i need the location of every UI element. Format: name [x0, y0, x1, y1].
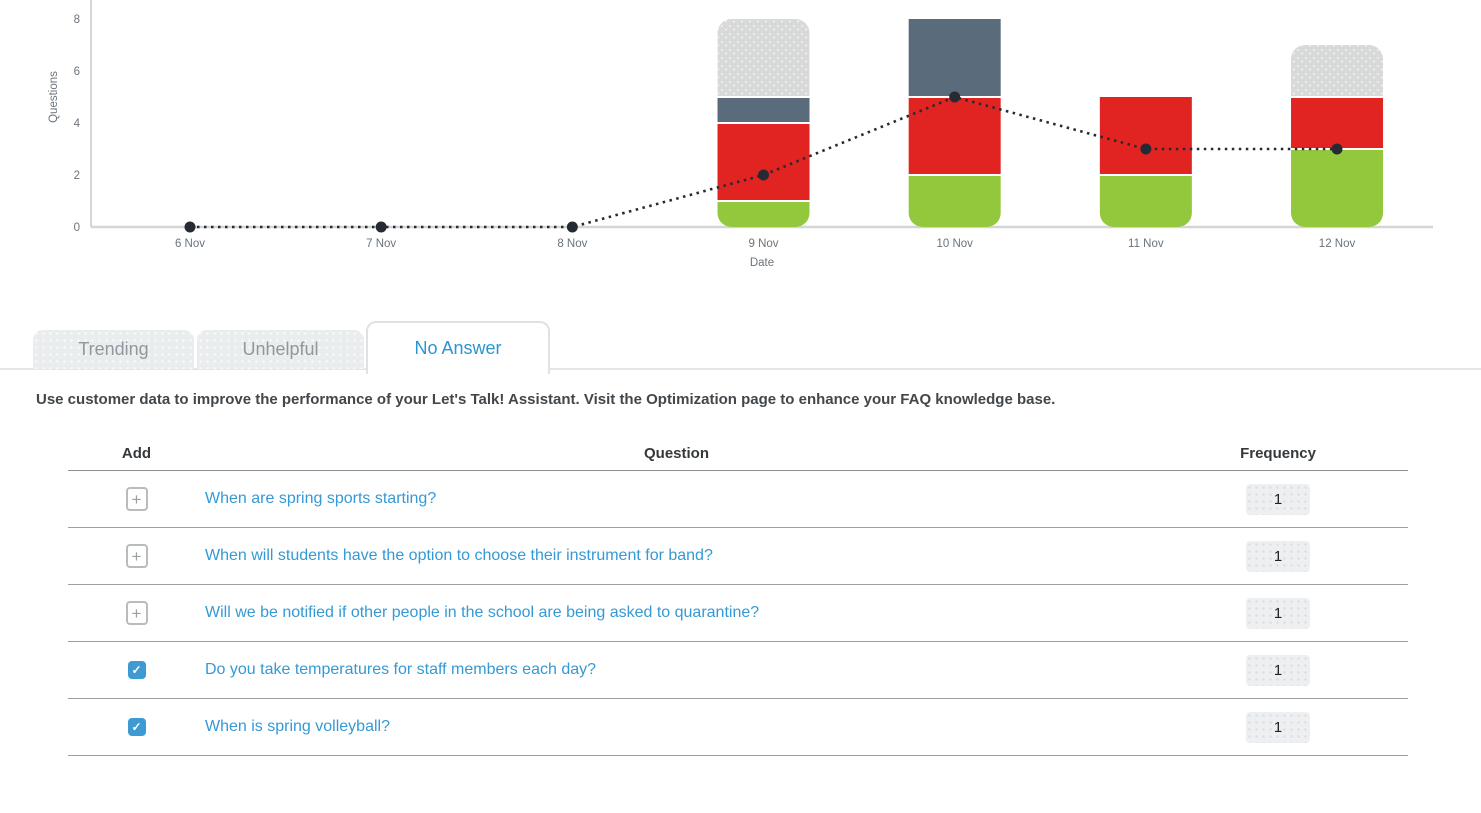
- bar-segment-red-segment: [717, 124, 810, 200]
- question-link[interactable]: Will we be notified if other people in t…: [205, 604, 760, 621]
- x-tick-label: 9 Nov: [748, 238, 778, 250]
- bar-segment-red-segment: [1291, 98, 1384, 148]
- line-point: [758, 169, 770, 181]
- no-answer-questions-table: Add Question Frequency + When are spring …: [68, 437, 1408, 756]
- frequency-cell: 1: [1148, 540, 1408, 572]
- add-cell: ✓: [68, 661, 205, 679]
- table-row: ✓ Do you take temperatures for staff memb…: [68, 642, 1408, 699]
- bar-segment-lightgray-segment: [1291, 45, 1384, 96]
- check-icon: ✓: [131, 720, 142, 734]
- optimization-description: Use customer data to improve the perform…: [36, 391, 1056, 408]
- add-cell: +: [68, 544, 205, 568]
- question-link[interactable]: When are spring sports starting?: [205, 490, 437, 507]
- frequency-badge: 1: [1246, 654, 1310, 686]
- question-cell: When will students have the option to ch…: [205, 547, 1148, 565]
- y-tick-label: 0: [74, 222, 80, 234]
- table-row: + When will students have the option to c…: [68, 528, 1408, 585]
- bar-segment-slate-segment: [908, 19, 1001, 96]
- y-tick-label: 4: [74, 118, 81, 130]
- line-point: [1331, 143, 1343, 155]
- add-cell: +: [68, 487, 205, 511]
- x-tick-label: 8 Nov: [557, 238, 587, 250]
- question-cell: Will we be notified if other people in t…: [205, 604, 1148, 622]
- line-point: [566, 221, 578, 233]
- tab-label: Trending: [78, 339, 149, 359]
- bar-segment-red-segment: [1099, 97, 1192, 174]
- table-header-row: Add Question Frequency: [68, 437, 1408, 471]
- x-tick-label: 10 Nov: [936, 238, 973, 250]
- add-question-button[interactable]: +: [125, 601, 148, 625]
- tab-label: No Answer: [414, 338, 502, 358]
- column-header-add: Add: [121, 445, 152, 462]
- y-tick-label: 2: [74, 170, 80, 182]
- tab-trending[interactable]: Trending: [33, 330, 194, 369]
- questions-per-date-chart: 0 2 4 6 8 Questions 6 Nov 7 Nov 8 Nov 9 Nov 10 Nov…: [0, 0, 1481, 283]
- bar-segment-slate-segment: [717, 98, 810, 122]
- x-tick-label: 11 Nov: [1128, 238, 1164, 250]
- frequency-badge: 1: [1246, 711, 1310, 743]
- table-body: + When are spring sports starting? 1 + When …: [68, 471, 1408, 756]
- line-point: [949, 91, 961, 103]
- column-header-question: Question: [643, 445, 709, 462]
- table-row: + Will we be notified if other people in …: [68, 585, 1408, 642]
- x-tick-label: 12 Nov: [1319, 238, 1356, 250]
- table-row: + When are spring sports starting? 1: [68, 471, 1408, 528]
- bar-segment-red-segment: [908, 98, 1001, 174]
- plus-icon: +: [131, 489, 142, 509]
- y-tick-label: 6: [74, 66, 80, 78]
- chart-canvas: 0 2 4 6 8 Questions 6 Nov 7 Nov 8 Nov 9 Nov 10 Nov…: [48, 0, 1433, 269]
- add-question-button[interactable]: +: [125, 544, 148, 568]
- question-cell: When is spring volleyball?: [205, 718, 1148, 736]
- bar-segment-green-segment: [717, 202, 810, 227]
- line-point: [1140, 143, 1152, 155]
- x-axis-title: Date: [750, 257, 774, 269]
- question-cell: When are spring sports starting?: [205, 490, 1148, 508]
- tab-unhelpful[interactable]: Unhelpful: [197, 330, 364, 369]
- frequency-cell: 1: [1148, 711, 1408, 743]
- question-link[interactable]: When is spring volleyball?: [205, 718, 390, 735]
- bar-segment-green-segment: [1291, 150, 1384, 227]
- added-checkbox-checked[interactable]: ✓: [127, 718, 146, 736]
- column-header-frequency: Frequency: [1240, 445, 1316, 462]
- line-point: [184, 221, 196, 233]
- frequency-badge: 1: [1246, 483, 1310, 515]
- tab-no-answer[interactable]: No Answer: [366, 321, 550, 374]
- frequency-cell: 1: [1148, 597, 1408, 629]
- tabbar-divider: [0, 368, 1481, 370]
- frequency-badge: 1: [1246, 597, 1310, 629]
- x-tick-label: 7 Nov: [366, 238, 396, 250]
- add-cell: ✓: [68, 718, 205, 736]
- question-link[interactable]: Do you take temperatures for staff membe…: [205, 661, 597, 678]
- check-icon: ✓: [131, 663, 142, 677]
- bar-segment-green-segment: [908, 176, 1001, 227]
- add-cell: +: [68, 601, 205, 625]
- frequency-badge: 1: [1246, 540, 1310, 572]
- bar-segment-lightgray-segment: [717, 19, 810, 96]
- y-axis-title: Questions: [48, 71, 60, 123]
- tab-label: Unhelpful: [242, 339, 319, 359]
- x-tick-label: 6 Nov: [175, 238, 205, 250]
- frequency-cell: 1: [1148, 654, 1408, 686]
- table-row: ✓ When is spring volleyball? 1: [68, 699, 1408, 756]
- line-point: [375, 221, 387, 233]
- plus-icon: +: [131, 546, 142, 566]
- plus-icon: +: [131, 603, 142, 623]
- question-link[interactable]: When will students have the option to ch…: [205, 547, 713, 564]
- frequency-cell: 1: [1148, 483, 1408, 515]
- y-tick-label: 8: [74, 14, 80, 26]
- bar-segment-green-segment: [1099, 176, 1192, 227]
- added-checkbox-checked[interactable]: ✓: [127, 661, 146, 679]
- question-cell: Do you take temperatures for staff membe…: [205, 661, 1148, 679]
- add-question-button[interactable]: +: [125, 487, 148, 511]
